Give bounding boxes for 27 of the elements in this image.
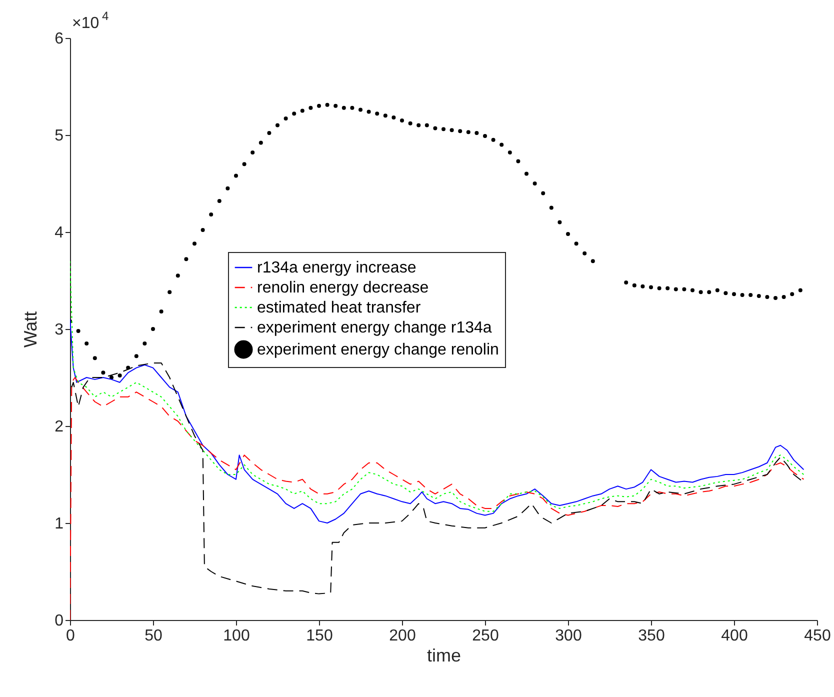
x-tick-label: 400	[721, 628, 748, 644]
x-tick-label: 200	[389, 628, 416, 644]
y-tick-label: 2	[54, 418, 64, 436]
y-tick-label: 1	[54, 516, 64, 532]
legend-label: r134a energy increase	[257, 260, 416, 276]
x-tick-label: 450	[804, 628, 831, 644]
x-tick-label: 150	[306, 628, 333, 644]
line-series	[70, 377, 804, 620]
x-tick-label: 0	[66, 628, 76, 644]
y-tick-label: 0	[54, 612, 64, 630]
y-tick-label: 6	[54, 30, 64, 48]
legend-label: renolin energy decrease	[257, 280, 429, 296]
x-axis-title: time	[426, 646, 462, 666]
x-tick-label: 350	[638, 628, 665, 644]
y-tick-label: 3	[54, 322, 64, 338]
y-tick-label: 5	[54, 128, 64, 144]
x-tick-label: 300	[555, 628, 582, 644]
x-tick-label: 250	[472, 628, 499, 644]
line-series	[70, 260, 804, 512]
legend-label: estimated heat transfer	[257, 300, 422, 316]
x-tick-label: 50	[144, 628, 162, 644]
legend-label: experiment energy change r134a	[257, 320, 492, 336]
y-tick-label: 4	[54, 224, 64, 242]
legend-label: experiment energy change renolin	[257, 342, 499, 358]
line-series	[70, 318, 804, 524]
y-axis-title: Watt	[20, 311, 41, 348]
x-tick-label: 100	[223, 628, 250, 644]
